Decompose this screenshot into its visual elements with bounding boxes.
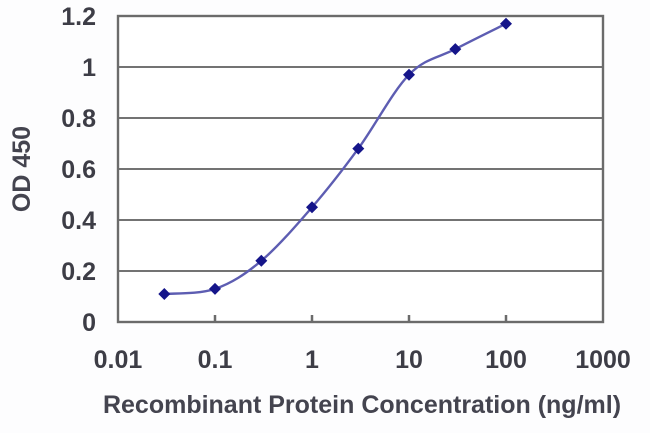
y-tick-label: 1.2 bbox=[61, 3, 96, 31]
y-axis-title: OD 450 bbox=[8, 126, 36, 212]
data-point-marker bbox=[255, 254, 268, 267]
plot-border bbox=[116, 14, 605, 324]
data-point-marker bbox=[209, 282, 221, 295]
x-tick-label: 0.1 bbox=[198, 346, 233, 374]
x-axis-title: Recombinant Protein Concentration (ng/ml… bbox=[103, 391, 621, 419]
y-tick-label: 0 bbox=[82, 309, 96, 337]
y-tick-label: 0.2 bbox=[61, 258, 96, 286]
x-tick-label: 1000 bbox=[575, 346, 631, 374]
data-point-markers bbox=[158, 17, 512, 300]
y-tick-label: 0.4 bbox=[61, 207, 96, 235]
y-tick-label: 0.8 bbox=[61, 105, 96, 133]
y-tick-label: 1 bbox=[82, 54, 96, 82]
series-line bbox=[164, 22, 507, 296]
data-point-marker bbox=[306, 201, 318, 214]
data-point-marker bbox=[449, 43, 462, 56]
y-axis-tick-labels: 0 0.2 0.4 0.6 0.8 1 1.2 bbox=[61, 3, 96, 337]
gridlines bbox=[118, 66, 603, 272]
x-tick-label: 10 bbox=[395, 346, 423, 374]
data-point-marker bbox=[158, 288, 171, 300]
x-tick-label: 100 bbox=[485, 346, 527, 374]
x-tick-label: 1 bbox=[305, 346, 319, 374]
data-point-marker bbox=[352, 142, 365, 155]
y-tick-label: 0.6 bbox=[61, 156, 96, 184]
x-axis-tick-labels: 0.01 0.1 1 10 100 1000 bbox=[94, 346, 631, 374]
x-tick-label: 0.01 bbox=[94, 346, 143, 374]
data-point-marker bbox=[403, 68, 415, 81]
data-point-marker bbox=[500, 17, 512, 30]
x-tick-marks bbox=[213, 315, 508, 322]
